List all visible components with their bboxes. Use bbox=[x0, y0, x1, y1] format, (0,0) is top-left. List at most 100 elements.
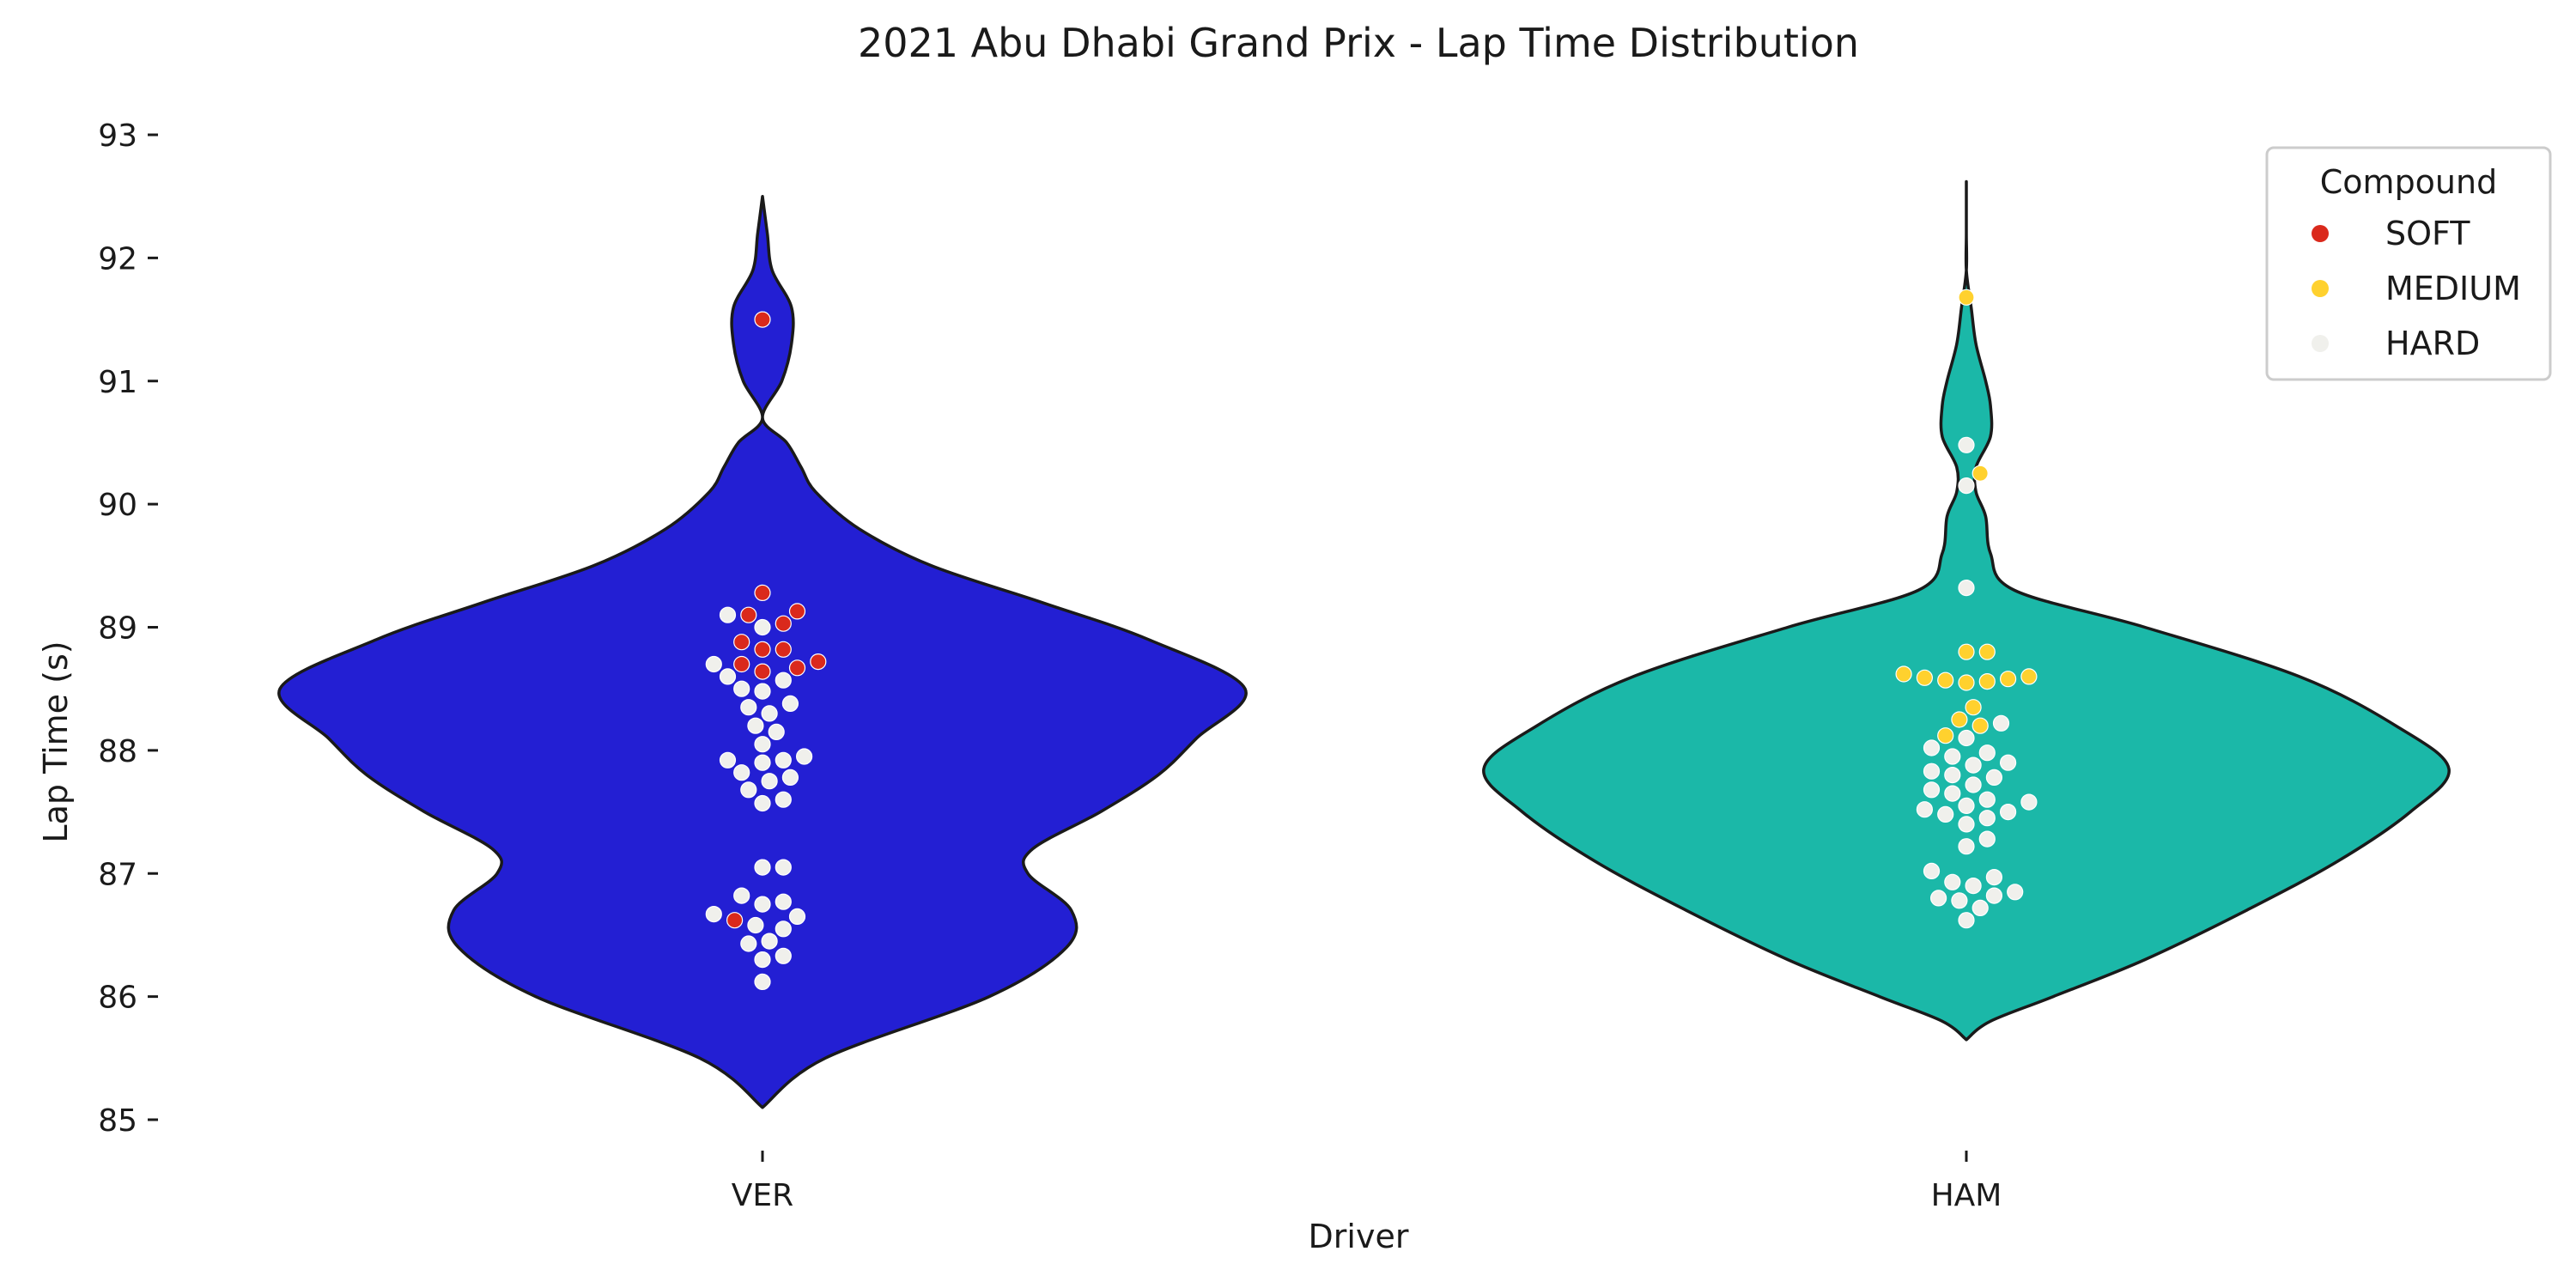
y-tick-label: 89 bbox=[98, 611, 137, 647]
lap-point bbox=[810, 653, 827, 671]
lap-point bbox=[1985, 887, 2002, 904]
lap-point bbox=[775, 615, 792, 632]
lap-point bbox=[733, 764, 750, 781]
lap-point bbox=[1937, 671, 1954, 689]
lap-point bbox=[733, 887, 750, 904]
lap-point bbox=[775, 947, 792, 964]
lap-point bbox=[761, 933, 778, 950]
lap-point bbox=[1958, 729, 1975, 747]
lap-point bbox=[1944, 785, 1961, 802]
lap-point bbox=[754, 736, 771, 753]
lap-point bbox=[754, 896, 771, 913]
lap-point bbox=[775, 751, 792, 769]
lap-point bbox=[788, 603, 806, 620]
lap-point bbox=[1923, 781, 1941, 799]
lap-point bbox=[1958, 289, 1975, 306]
lap-point bbox=[1895, 665, 1912, 683]
lap-point bbox=[1958, 643, 1975, 660]
swarm-points bbox=[705, 289, 2038, 991]
y-tick-label: 85 bbox=[98, 1103, 137, 1139]
lap-point bbox=[768, 723, 785, 741]
lap-point bbox=[1978, 810, 1996, 827]
lap-point bbox=[781, 695, 799, 713]
y-tick-label: 93 bbox=[98, 118, 137, 154]
lap-point bbox=[1944, 873, 1961, 890]
lap-point bbox=[2000, 754, 2017, 771]
lap-point bbox=[775, 920, 792, 938]
lap-point bbox=[747, 717, 764, 734]
lap-point bbox=[1978, 672, 1996, 690]
lap-point bbox=[788, 908, 806, 926]
lap-point bbox=[733, 655, 750, 673]
legend-marker-soft bbox=[2312, 225, 2329, 242]
legend-label-hard: HARD bbox=[2385, 325, 2480, 362]
lap-point bbox=[1978, 791, 1996, 808]
lap-point bbox=[733, 680, 750, 697]
y-tick-label: 90 bbox=[98, 488, 137, 523]
lap-point bbox=[705, 905, 722, 923]
lap-point bbox=[1916, 801, 1933, 818]
lap-point bbox=[1985, 769, 2002, 787]
lap-point bbox=[1930, 890, 1947, 907]
lap-point bbox=[740, 699, 757, 716]
lap-point bbox=[1985, 868, 2002, 886]
legend-box bbox=[2265, 146, 2552, 381]
lap-point bbox=[1965, 776, 1982, 793]
lap-point bbox=[754, 641, 771, 658]
lap-point bbox=[719, 668, 737, 685]
lap-point bbox=[1958, 477, 1975, 495]
lap-point bbox=[754, 683, 771, 700]
lap-point bbox=[733, 634, 750, 651]
lap-point bbox=[781, 769, 799, 787]
lap-point bbox=[1923, 739, 1941, 756]
lap-point bbox=[754, 618, 771, 636]
lap-point bbox=[1923, 862, 1941, 880]
violins bbox=[277, 179, 2451, 1109]
lap-point bbox=[2020, 668, 2038, 685]
lap-point bbox=[2007, 884, 2024, 901]
lap-point bbox=[795, 748, 813, 765]
y-tick-label: 86 bbox=[98, 981, 137, 1016]
lap-point bbox=[1965, 756, 1982, 774]
legend-entries: SOFT MEDIUM HARD bbox=[2312, 215, 2521, 362]
lap-point bbox=[754, 584, 771, 602]
lap-point bbox=[754, 754, 771, 771]
x-tick-label-ham: HAM bbox=[1931, 1178, 2002, 1213]
x-axis-label: Driver bbox=[1309, 1218, 1409, 1255]
lap-point bbox=[1958, 674, 1975, 691]
lap-point bbox=[2000, 803, 2017, 821]
lap-point bbox=[1978, 830, 1996, 848]
legend: Compound SOFT MEDIUM HARD bbox=[2265, 146, 2552, 381]
lap-point bbox=[1958, 797, 1975, 815]
lap-point bbox=[747, 916, 764, 934]
lap-point bbox=[1916, 669, 1933, 686]
y-tick-label: 92 bbox=[98, 241, 137, 276]
lap-point bbox=[754, 951, 771, 969]
lap-point bbox=[775, 641, 792, 658]
x-axis: VER HAM bbox=[732, 1151, 2002, 1213]
lap-point bbox=[754, 794, 771, 812]
y-axis-label: Lap Time (s) bbox=[37, 641, 75, 842]
lap-point bbox=[754, 663, 771, 680]
chart-title: 2021 Abu Dhabi Grand Prix - Lap Time Dis… bbox=[858, 20, 1859, 66]
lap-point bbox=[775, 893, 792, 910]
lap-point bbox=[1971, 717, 1989, 734]
lap-point bbox=[719, 751, 737, 769]
lap-point bbox=[740, 935, 757, 952]
legend-marker-medium bbox=[2312, 280, 2329, 297]
legend-label-soft: SOFT bbox=[2385, 215, 2470, 252]
x-tick-label-ver: VER bbox=[732, 1178, 793, 1213]
lap-point bbox=[754, 859, 771, 876]
lap-point bbox=[1978, 643, 1996, 660]
lap-point bbox=[1937, 727, 1954, 744]
lap-point bbox=[726, 912, 744, 929]
y-tick-label: 88 bbox=[98, 734, 137, 769]
legend-label-medium: MEDIUM bbox=[2385, 270, 2521, 307]
lap-point bbox=[1958, 436, 1975, 453]
lap-point bbox=[740, 781, 757, 799]
lap-point bbox=[1951, 711, 1968, 728]
lap-point bbox=[1958, 816, 1975, 833]
lap-point bbox=[1992, 714, 2010, 732]
y-axis: 85 86 87 88 89 90 91 92 93 bbox=[98, 118, 158, 1139]
lap-point bbox=[1958, 579, 1975, 597]
